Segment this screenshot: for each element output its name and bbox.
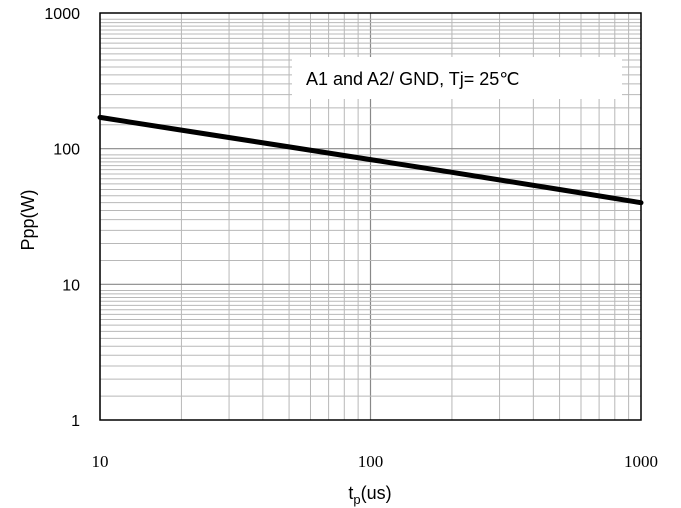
tick-labels: 1 10 100 1000 10 100 1000: [44, 6, 658, 471]
y-tick-label: 10: [62, 277, 80, 294]
series-line: [97, 114, 644, 206]
y-tick-label: 1: [71, 413, 80, 430]
x-axis-label-rest: (us): [361, 483, 392, 503]
x-tick-label: 100: [358, 452, 384, 471]
y-tick-label: 1000: [44, 6, 80, 23]
x-axis-label: tp(us): [348, 483, 391, 507]
y-tick-label: 100: [53, 142, 80, 159]
plot-frame: [99, 12, 642, 421]
x-axis-label-sub: p: [353, 492, 360, 507]
annotation-box: A1 and A2/ GND, Tj= 25℃: [292, 57, 622, 99]
x-tick-label: 10: [92, 452, 109, 471]
y-axis-label: Ppp(W): [18, 189, 38, 250]
annotation-text: A1 and A2/ GND, Tj= 25℃: [306, 69, 520, 89]
x-axis-label-main: t: [348, 483, 353, 503]
x-tick-label: 1000: [624, 452, 658, 471]
